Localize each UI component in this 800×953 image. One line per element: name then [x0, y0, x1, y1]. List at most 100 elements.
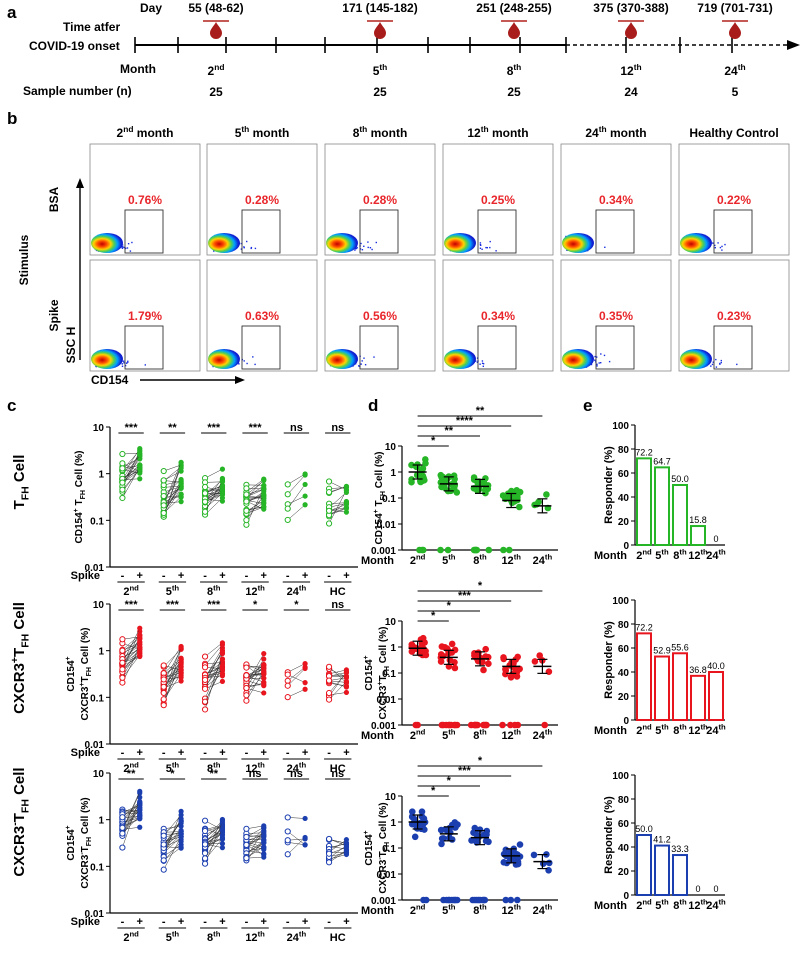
- flow-event: [712, 242, 714, 244]
- flow-event: [715, 358, 717, 361]
- flow-event: [125, 247, 127, 249]
- group-label: HC: [330, 586, 346, 598]
- data-point: [451, 896, 459, 904]
- spike-point: [261, 666, 267, 672]
- pair-line: [163, 821, 182, 845]
- y-tick-label: 10: [385, 792, 397, 803]
- gate-percentage: 0.23%: [717, 309, 751, 323]
- y-axis-label: CXCR3-TFH Cell (%): [79, 797, 93, 888]
- category-label: 8th: [673, 898, 687, 912]
- spike-point: [219, 835, 226, 842]
- group-label: 5th: [166, 930, 180, 944]
- bsa-point: [201, 483, 209, 491]
- pair-line: [122, 463, 140, 472]
- responder-chart: 0 20 40 60 80 100 Responder (%) 72.2 2nd 64.7 5th 5…: [594, 421, 726, 562]
- data-point: [500, 546, 507, 554]
- y-tick-label: 60: [618, 644, 630, 655]
- bsa-point: [201, 706, 209, 713]
- stim-minus: -: [121, 916, 125, 928]
- bar-value-label: 40.0: [707, 661, 725, 671]
- gate: [595, 325, 635, 370]
- data-point: [482, 645, 490, 653]
- bsa-point: [243, 684, 250, 692]
- density-core: [326, 233, 358, 253]
- group-label: 2nd: [410, 553, 426, 567]
- group-label: 8th: [473, 728, 487, 742]
- bar-value-label: 50.0: [671, 474, 689, 484]
- y-axis-label: CD154+: [363, 655, 375, 690]
- group-label: 5th: [166, 584, 180, 598]
- comparison-label: *: [447, 600, 452, 612]
- pair-line: [328, 492, 347, 508]
- significance-label: ***: [125, 422, 139, 434]
- category-label: 5th: [655, 898, 669, 912]
- bsa-point: [160, 676, 167, 683]
- pair-line: [246, 487, 264, 525]
- spike-point: [261, 840, 267, 846]
- flow-event: [121, 365, 124, 367]
- group-label: 24th: [287, 584, 307, 598]
- flow-event: [131, 241, 133, 244]
- stim-minus: -: [286, 747, 290, 759]
- pair-line: [122, 454, 140, 483]
- y-tick-label: 60: [618, 819, 630, 830]
- bsa-point: [243, 516, 250, 524]
- data-point: [438, 643, 446, 650]
- flow-event: [481, 248, 483, 250]
- spike-point: [343, 678, 350, 685]
- data-point: [409, 808, 416, 815]
- y-axis-label: CD154+: [65, 656, 77, 691]
- significance-label: ns: [331, 768, 344, 780]
- panel-label-c: c: [7, 396, 16, 415]
- bar-value-label: 72.2: [635, 622, 653, 632]
- spike-point: [261, 846, 267, 853]
- y-tick-label: 0.01: [85, 740, 105, 751]
- y-tick-label: 0: [623, 891, 629, 902]
- stim-axis-label: Spike: [71, 916, 100, 928]
- group-label: 12th: [501, 903, 521, 917]
- pair-line: [287, 504, 306, 521]
- data-point: [502, 665, 509, 673]
- data-point: [468, 837, 475, 844]
- pair-line: [246, 658, 264, 689]
- y-tick-label: 60: [618, 469, 630, 480]
- bar-value-label: 50.0: [635, 824, 653, 834]
- flow-event: [711, 363, 714, 366]
- bsa-point: [325, 520, 333, 527]
- group-label: 12th: [501, 553, 521, 567]
- flow-event: [126, 362, 128, 364]
- bsa-point: [201, 860, 209, 867]
- pair-line: [163, 649, 182, 667]
- bsa-point: [243, 664, 250, 671]
- flow-event: [246, 240, 248, 243]
- flow-event: [596, 365, 598, 367]
- flow-event: [710, 365, 712, 367]
- spike-point: [137, 824, 143, 830]
- category-label: 2nd: [636, 548, 652, 562]
- flow-event: [122, 360, 125, 362]
- pair-line: [287, 831, 306, 846]
- month-value: 8th: [507, 62, 522, 78]
- group-label: 24th: [533, 553, 553, 567]
- y-axis-label: Responder (%): [603, 621, 615, 699]
- onset-label: COVID-19 onset: [29, 39, 120, 53]
- spike-point: [261, 823, 267, 829]
- spike-point: [178, 491, 184, 497]
- group-label: 12th: [245, 584, 265, 598]
- data-point: [482, 721, 490, 729]
- significance-label: **: [209, 768, 218, 780]
- density-core: [444, 233, 476, 253]
- y-tick-label: 0.1: [90, 862, 104, 873]
- flow-event: [714, 244, 716, 247]
- y-arrowhead: [76, 178, 84, 188]
- group-label: 2nd: [410, 728, 426, 742]
- stim-minus: -: [162, 570, 166, 582]
- spike-point: [261, 493, 267, 499]
- flow-event: [375, 241, 377, 244]
- data-point: [485, 546, 493, 554]
- bsa-point: [243, 485, 250, 492]
- significance-label: ***: [125, 599, 139, 611]
- stim-minus: -: [203, 570, 207, 582]
